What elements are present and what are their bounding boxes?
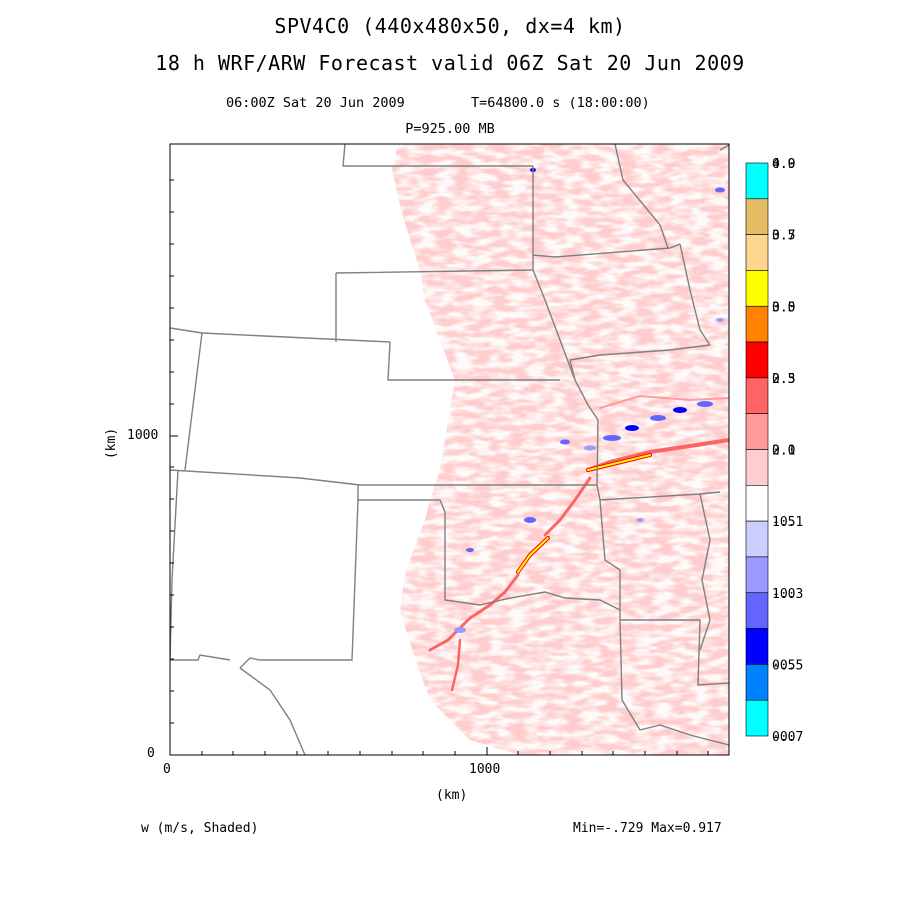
colorbar-bin: [745, 305, 769, 343]
colorbar-bin: [745, 556, 769, 594]
colorbar-bin: [745, 162, 769, 200]
colorbar-label: 0.1: [772, 444, 795, 459]
colorbar-bin: [745, 628, 769, 665]
updraft-shading: [392, 144, 729, 755]
valid-time: 06:00Z Sat 20 Jun 2009: [226, 95, 405, 111]
colorbar-label: 0.5: [772, 658, 795, 673]
colorbar-bin: [745, 592, 769, 629]
pressure-level: P=925.00 MB: [405, 121, 495, 137]
title-line-2: 18 h WRF/ARW Forecast valid 06Z Sat 20 J…: [155, 51, 745, 75]
y-tick-1000: 1000: [127, 428, 159, 443]
colorbar-bin: [745, 520, 769, 558]
min-max-stats: Min=-.729 Max=0.917: [573, 821, 722, 836]
colorbar-label: -0.3: [772, 587, 803, 602]
colorbar-label: 0.3: [772, 372, 795, 387]
colorbar-bin: [745, 699, 769, 737]
x-tick-0: 0: [163, 762, 171, 777]
colorbar-label: 2.0: [772, 444, 795, 459]
colorbar-bin: [745, 485, 769, 522]
colorbar-label: 0.0: [772, 730, 795, 745]
colorbar-bin: [745, 413, 769, 450]
colorbar-label: -0.7: [772, 730, 803, 745]
colorbar-bin: [745, 270, 769, 307]
convergence-bands: [428, 394, 729, 692]
colorbar-label: 0.7: [772, 229, 795, 244]
colorbar-bin: [745, 377, 769, 414]
colorbar-bin: [745, 664, 769, 701]
x-axis-label: (km): [436, 788, 468, 803]
colorbar-bin: [745, 341, 769, 379]
colorbar: 4.00.93.50.73.00.52.50.32.00.11.5-0.11.0…: [745, 157, 803, 745]
colorbar-label: 3.5: [772, 229, 795, 244]
colorbar-bin: [745, 234, 769, 271]
title-line-1: SPV4C0 (440x480x50, dx=4 km): [274, 14, 626, 38]
sim-time: T=64800.0 s (18:00:00): [471, 95, 650, 111]
state-boundaries: [170, 144, 729, 755]
colorbar-label: -0.5: [772, 658, 803, 673]
colorbar-label: 1.0: [772, 587, 795, 602]
y-axis-label: (km): [104, 427, 120, 460]
y-tick-0: 0: [147, 746, 155, 761]
colorbar-label: 1.5: [772, 515, 795, 530]
axis-ticks: [169, 179, 709, 756]
field-label: w (m/s, Shaded): [141, 821, 259, 836]
colorbar-bin: [745, 198, 769, 235]
plot-frame: [169, 143, 730, 756]
colorbar-label: -0.1: [772, 515, 803, 530]
colorbar-label: 4.0: [772, 157, 795, 172]
x-tick-1000: 1000: [469, 762, 501, 777]
colorbar-label: 0.5: [772, 300, 795, 315]
colorbar-label: 0.9: [772, 157, 795, 172]
colorbar-bin: [745, 449, 769, 486]
colorbar-label: 2.5: [772, 372, 795, 387]
colorbar-label: 3.0: [772, 300, 795, 315]
